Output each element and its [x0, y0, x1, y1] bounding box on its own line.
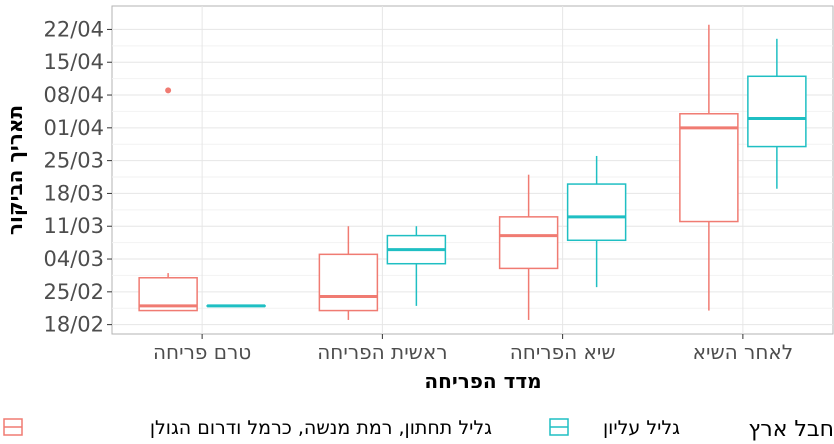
box-body: [318, 253, 379, 312]
legend-label-lower-galilee: גליל תחתון, רמת מנשה, כרמל ודרום הגולן: [150, 417, 492, 439]
y-tick-label: 04/03: [43, 247, 104, 271]
x-axis-title: מדד הפריחה: [424, 369, 541, 393]
x-tick-label: שיא הפריחה: [510, 340, 616, 364]
y-tick-label: 22/04: [43, 17, 104, 41]
boxes-layer: [138, 24, 807, 320]
y-tick-label: 18/02: [43, 313, 104, 337]
x-tick-label: ראשית הפריחה: [317, 340, 447, 364]
box-body: [747, 75, 807, 148]
box-body: [679, 113, 739, 223]
y-ticks: 18/02 25/02 04/03 11/03 18/03 25/03 01/04 08/04…: [43, 17, 112, 337]
y-tick-label: 25/03: [43, 149, 104, 173]
box-body: [498, 216, 559, 270]
legend-key-upper-galilee: [549, 418, 569, 436]
legend-key-lower-galilee: [3, 418, 23, 436]
box-upper-galilee: [386, 226, 447, 306]
y-axis-title: תאריך הביקור: [3, 105, 27, 235]
legend-title: חבל ארץ: [748, 417, 834, 442]
box-body: [566, 183, 627, 242]
box-lower-galilee: [318, 226, 379, 320]
box-lower-galilee: [498, 174, 559, 320]
box-lower-galilee: [679, 24, 739, 311]
y-tick-label: 01/04: [43, 116, 104, 140]
y-tick-label: 15/04: [43, 50, 104, 74]
y-tick-label: 25/02: [43, 280, 104, 304]
box-upper-galilee: [747, 38, 807, 189]
outlier-point: [165, 87, 172, 94]
y-tick-label: 11/03: [43, 214, 104, 238]
legend-label-upper-galilee: גליל עליון: [603, 417, 680, 439]
box-lower-galilee: [138, 87, 198, 312]
box-upper-galilee: [566, 155, 627, 288]
x-ticks: טרם פריחה ראשית הפריחה שיא הפריחה לאחר השיא: [153, 334, 793, 364]
x-tick-label: לאחר השיא: [693, 340, 794, 364]
x-tick-label: טרם פריחה: [153, 340, 251, 364]
legend: חבל ארץ גליל עליון גליל תחתון, רמת מנשה,…: [3, 417, 834, 442]
y-tick-label: 18/03: [43, 181, 104, 205]
y-tick-label: 08/04: [43, 83, 104, 107]
